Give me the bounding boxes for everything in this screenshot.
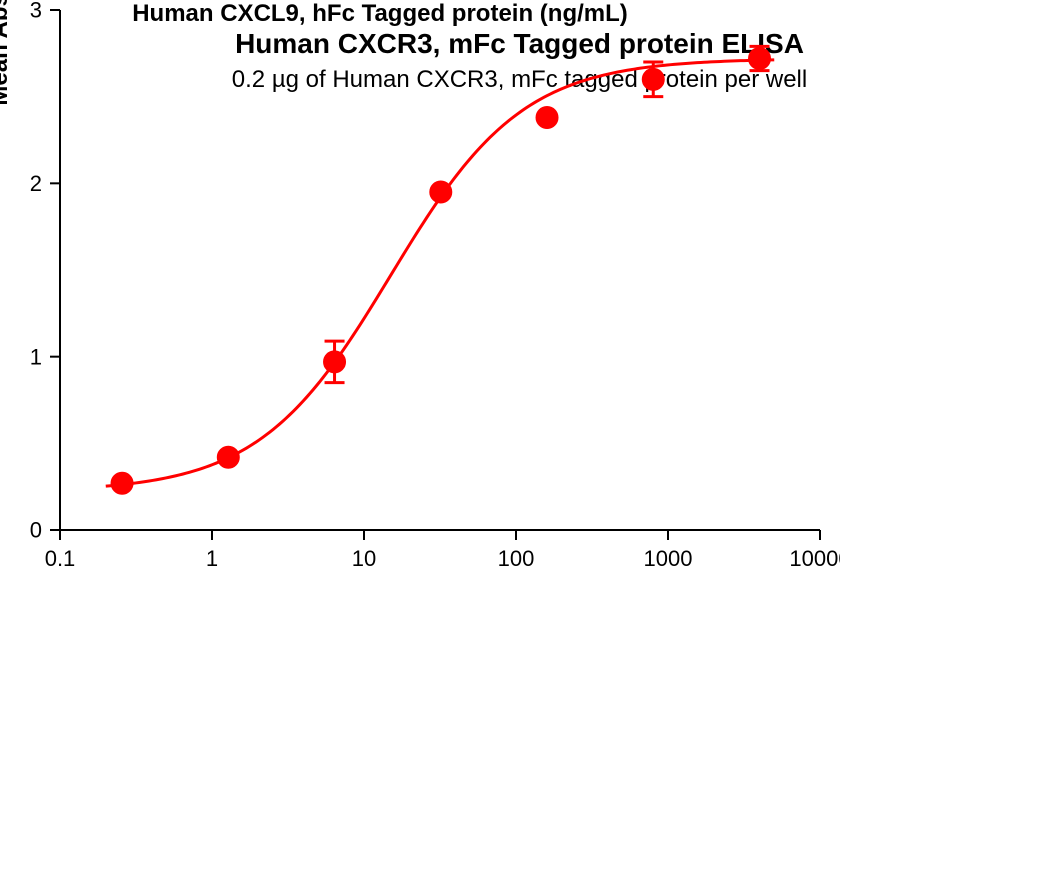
plot-area: 0.11101001000100000123: [0, 0, 840, 590]
x-axis-label: Human CXCL9, hFc Tagged protein (ng/mL): [0, 0, 760, 28]
data-point: [111, 472, 133, 494]
y-tick-label: 1: [30, 344, 42, 369]
data-point: [536, 106, 558, 128]
data-point: [749, 48, 771, 70]
x-tick-label: 10: [352, 546, 376, 571]
y-tick-label: 2: [30, 171, 42, 196]
fit-curve: [106, 60, 774, 486]
data-point: [324, 351, 346, 373]
figure-canvas: Human CXCR3, mFc Tagged protein ELISA 0.…: [0, 0, 1039, 886]
data-point: [430, 181, 452, 203]
x-tick-label: 100: [498, 546, 535, 571]
x-tick-label: 0.1: [45, 546, 76, 571]
data-point: [642, 68, 664, 90]
x-tick-label: 1: [206, 546, 218, 571]
y-tick-label: 0: [30, 518, 42, 543]
x-tick-label: 1000: [644, 546, 693, 571]
x-tick-label: 10000: [789, 546, 840, 571]
data-point: [217, 446, 239, 468]
plot-svg: 0.11101001000100000123: [0, 0, 840, 590]
